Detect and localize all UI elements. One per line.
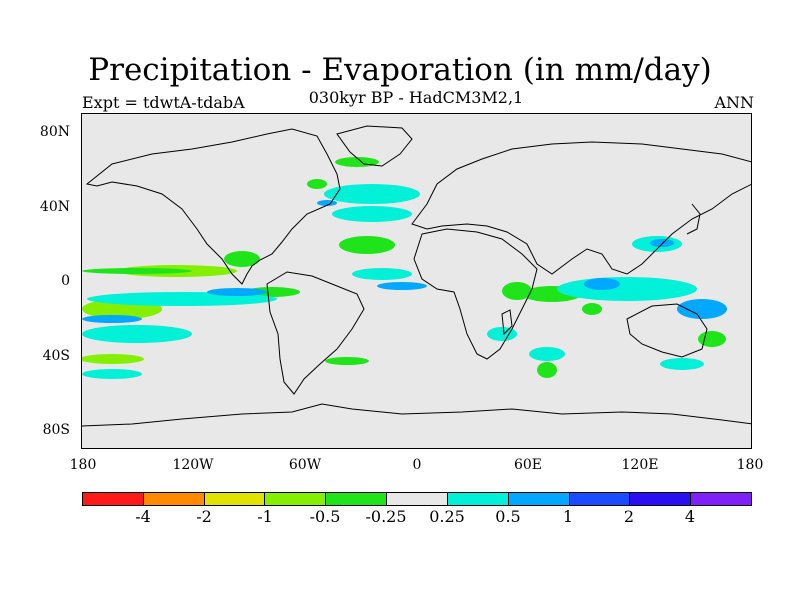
y-tick-label: 80S bbox=[42, 422, 70, 438]
south-america-coast bbox=[266, 271, 365, 395]
anomaly-pos-south-pacific bbox=[82, 369, 142, 379]
colorbar-swatch bbox=[569, 493, 631, 505]
colorbar-swatch bbox=[508, 493, 570, 505]
anomaly-pos-tropical-atlantic bbox=[352, 268, 412, 280]
anomaly-pos-tasman bbox=[660, 358, 704, 370]
anomaly-neg-south-indian bbox=[537, 362, 557, 378]
anomaly-neg-indian-west bbox=[502, 282, 532, 300]
chart-subtitle: 030kyr BP - HadCM3M2,1 bbox=[308, 88, 524, 107]
y-tick-label: 40S bbox=[42, 348, 70, 364]
colorbar bbox=[82, 492, 752, 506]
anomaly-neg-indian-east bbox=[582, 303, 602, 315]
colorbar-swatch bbox=[143, 493, 205, 505]
australia-coast bbox=[626, 303, 708, 358]
experiment-label: Expt = tdwtA-tdabA bbox=[82, 93, 245, 112]
chart-title: Precipitation - Evaporation (in mm/day) bbox=[88, 52, 712, 88]
map-panel bbox=[81, 113, 752, 449]
y-tick-label: 0 bbox=[61, 273, 70, 289]
madagascar-coast bbox=[501, 309, 513, 336]
antarctica-coast bbox=[82, 403, 751, 427]
anomaly-pos-pacific-core bbox=[82, 315, 142, 323]
y-tick-label: 80N bbox=[39, 124, 70, 140]
colorbar-swatch bbox=[204, 493, 266, 505]
y-tick-label: 40N bbox=[39, 199, 70, 215]
anomaly-pos-east-asia-core bbox=[650, 239, 674, 247]
anomaly-neg-labrador bbox=[307, 179, 327, 189]
europe-asia-coast bbox=[411, 141, 751, 275]
anomaly-pos-maritime bbox=[584, 278, 620, 290]
north-america-coast bbox=[85, 128, 341, 285]
anomaly-pos-pacific-core bbox=[207, 288, 267, 296]
colorbar-label: -1 bbox=[257, 507, 273, 526]
anomaly-pos-mozambique bbox=[487, 327, 517, 341]
colorbar-label: 0.25 bbox=[429, 507, 465, 526]
anomaly-pos-north-atlantic bbox=[324, 184, 420, 204]
colorbar-swatch bbox=[630, 493, 692, 505]
x-tick-label: 120E bbox=[621, 457, 659, 473]
x-tick-label: 180 bbox=[69, 457, 97, 473]
anomaly-neg-central-america bbox=[224, 251, 260, 267]
x-tick-label: 0 bbox=[412, 457, 422, 473]
x-tick-label: 120W bbox=[172, 457, 214, 473]
anomaly-pos-west-pacific bbox=[677, 299, 727, 319]
colorbar-label: 2 bbox=[623, 507, 635, 526]
colorbar-label: -0.5 bbox=[309, 507, 341, 526]
colorbar-swatch bbox=[265, 493, 327, 505]
anomaly-neg-south-atlantic bbox=[325, 357, 369, 365]
africa-coast bbox=[413, 228, 538, 360]
anomaly-pos-indo-pacific bbox=[557, 277, 697, 301]
x-tick-label: 60W bbox=[288, 457, 322, 473]
colorbar-label: -4 bbox=[135, 507, 151, 526]
colorbar-label: 1 bbox=[562, 507, 574, 526]
period-label: ANN bbox=[714, 93, 754, 112]
colorbar-label: -2 bbox=[196, 507, 212, 526]
colorbar-swatch bbox=[387, 493, 448, 505]
japan-coast bbox=[686, 203, 701, 235]
anomaly-pos-tropical-atlantic-core bbox=[377, 282, 427, 290]
colorbar-label: -0.25 bbox=[365, 507, 407, 526]
anomaly-neg-pacific-north bbox=[82, 268, 192, 274]
greenland-coast bbox=[336, 125, 413, 167]
anomaly-pos-south-pacific bbox=[82, 325, 192, 343]
anomaly-fields bbox=[82, 157, 727, 379]
anomaly-pos-north-atlantic bbox=[332, 206, 412, 222]
colorbar-label: 0.5 bbox=[495, 507, 521, 526]
colorbar-swatch bbox=[326, 493, 388, 505]
anomaly-neg-atlantic bbox=[339, 236, 395, 254]
anomaly-neg-new-zealand bbox=[698, 331, 726, 347]
coastlines bbox=[82, 125, 751, 427]
colorbar-swatch bbox=[691, 493, 751, 505]
anomaly-neg-south-pacific bbox=[82, 354, 144, 364]
map-canvas bbox=[82, 125, 751, 427]
colorbar-swatch bbox=[83, 493, 144, 505]
x-tick-label: 60E bbox=[513, 457, 543, 473]
anomaly-pos-south-indian bbox=[529, 347, 565, 361]
x-tick-label: 180 bbox=[736, 457, 764, 473]
colorbar-label: 4 bbox=[684, 507, 696, 526]
colorbar-swatch bbox=[447, 493, 509, 505]
